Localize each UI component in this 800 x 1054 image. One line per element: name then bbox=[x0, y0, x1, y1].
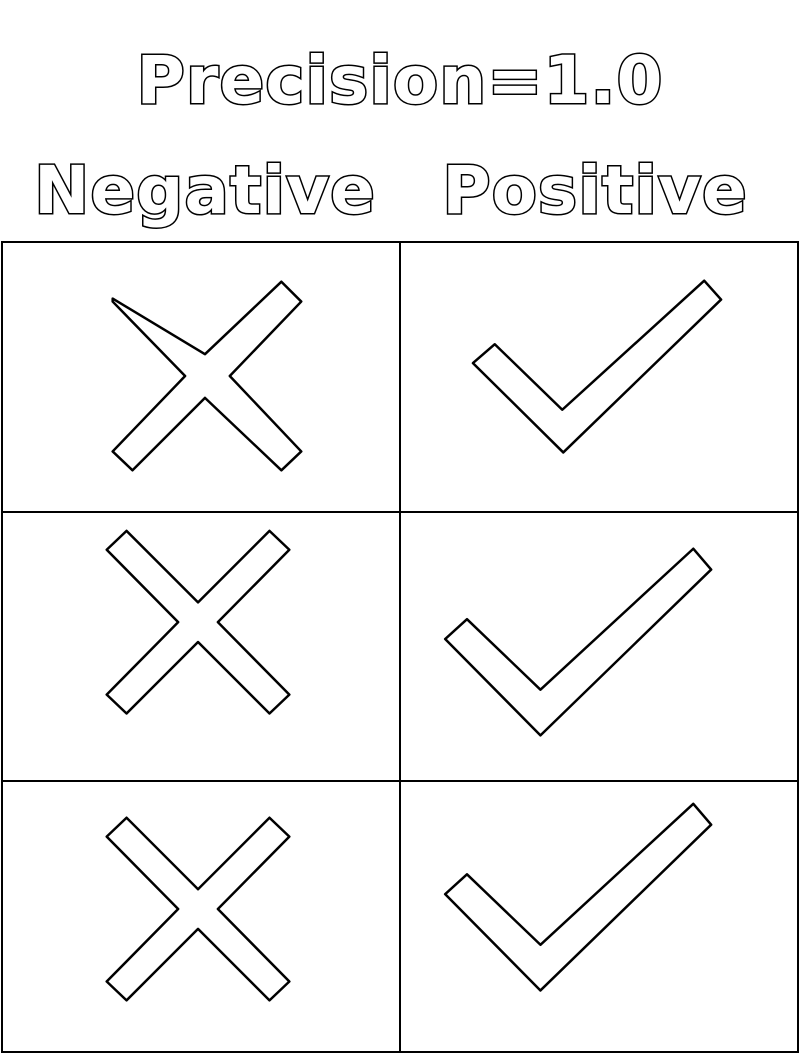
column-header-negative: Negative bbox=[33, 152, 377, 229]
check-icon bbox=[443, 547, 713, 737]
cross-icon bbox=[105, 529, 291, 715]
results-grid bbox=[1, 241, 799, 1053]
cell-row3-negative bbox=[1, 780, 401, 1053]
column-header-positive: Positive bbox=[441, 152, 749, 229]
check-icon bbox=[471, 279, 723, 454]
page-title: Precision=1.0 bbox=[135, 42, 664, 119]
cell-row2-negative bbox=[1, 511, 401, 782]
cell-row3-positive bbox=[399, 780, 799, 1053]
cross-icon bbox=[111, 280, 303, 472]
check-icon bbox=[443, 802, 713, 992]
cell-row1-negative bbox=[1, 241, 401, 513]
cell-row1-positive bbox=[399, 241, 799, 513]
cross-icon bbox=[105, 816, 291, 1002]
cell-row2-positive bbox=[399, 511, 799, 782]
